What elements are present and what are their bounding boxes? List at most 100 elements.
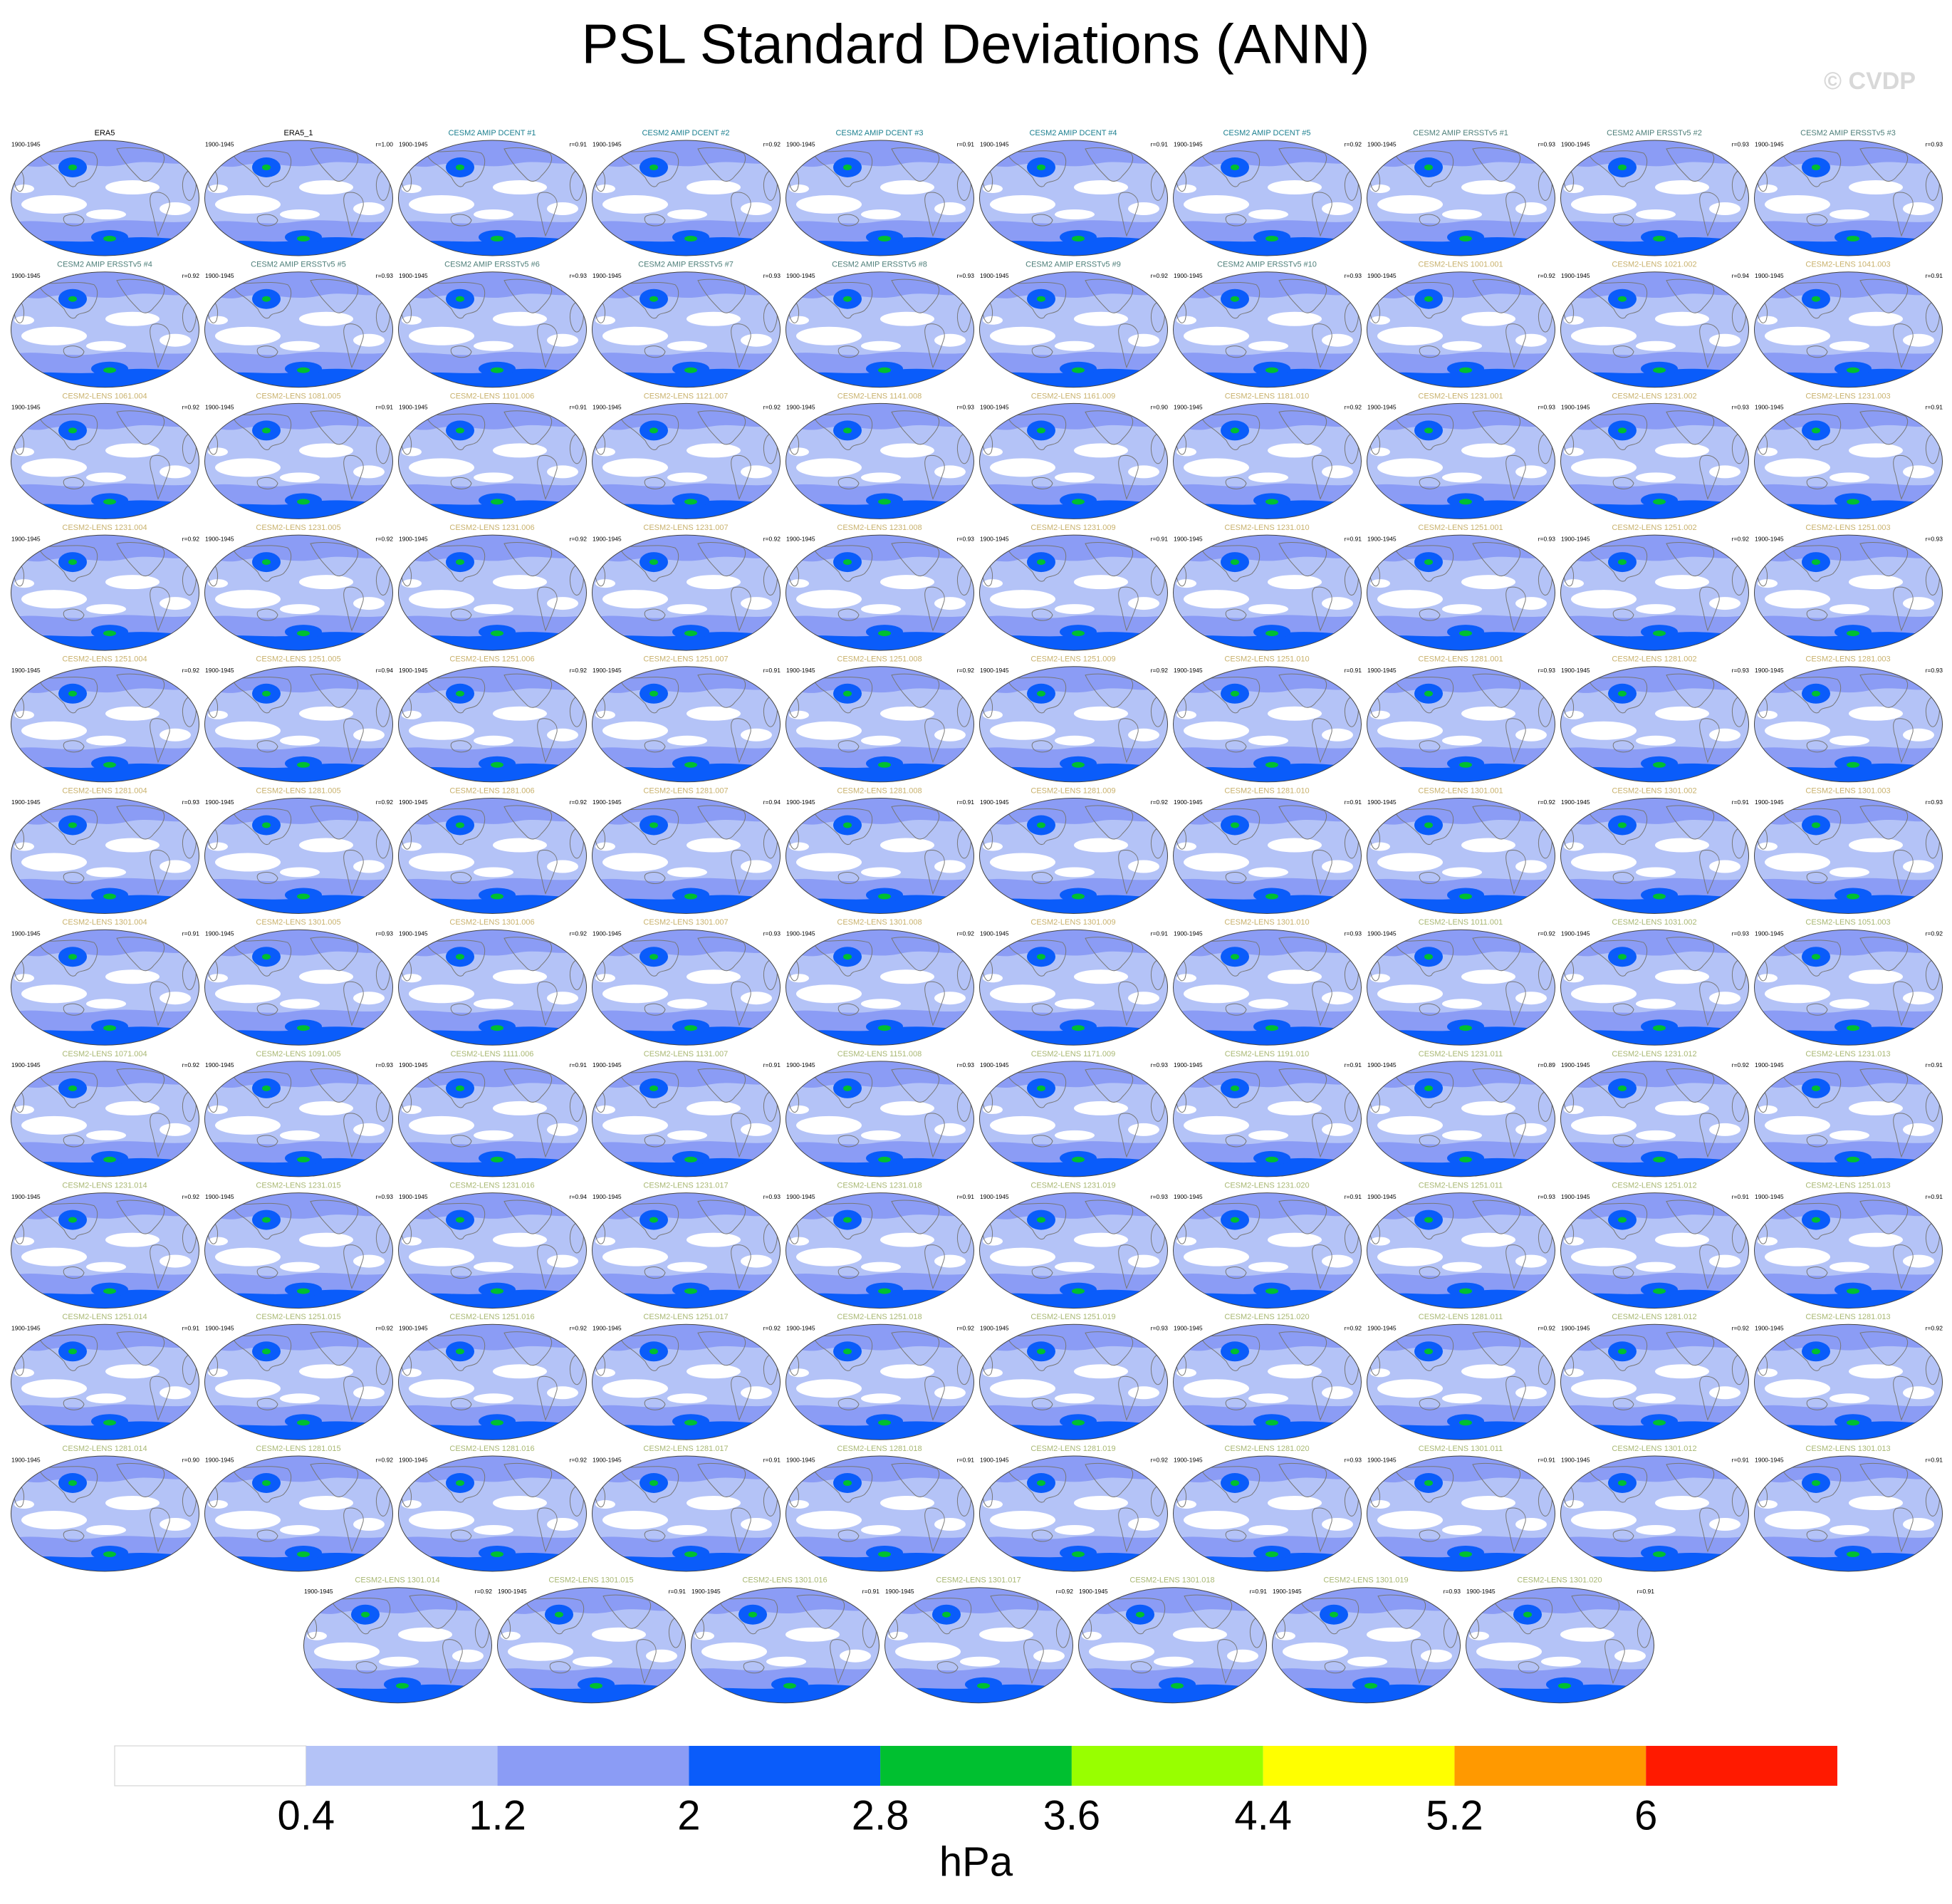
panel-period: 1900-1945 [593, 1193, 622, 1200]
panel-correlation: r=0.92 [1732, 1061, 1750, 1068]
world-map [978, 1455, 1169, 1573]
world-map [397, 928, 588, 1046]
world-map [204, 1192, 394, 1310]
panel-correlation: r=0.93 [1732, 667, 1750, 674]
map-panel: CESM2 AMIP ERSSTv5 #3 1900-1945 r=0.93 [1753, 129, 1943, 257]
map-panel: CESM2-LENS 1251.001 1900-1945 r=0.93 [1366, 524, 1556, 652]
panel-correlation: r=0.91 [1732, 798, 1750, 806]
panel-correlation: r=0.93 [376, 1061, 394, 1068]
panel-correlation: r=0.91 [1151, 140, 1169, 147]
panel-correlation: r=0.92 [1151, 272, 1169, 279]
world-map [204, 1060, 394, 1178]
panel-correlation: r=0.92 [570, 930, 588, 937]
world-map [10, 928, 200, 1046]
panel-title: CESM2-LENS 1301.016 [742, 1576, 827, 1585]
panel-title: CESM2-LENS 1281.019 [1030, 1445, 1115, 1453]
map-panel: CESM2-LENS 1231.005 1900-1945 r=0.92 [204, 524, 394, 652]
panel-title: CESM2-LENS 1151.008 [837, 1050, 922, 1058]
map-panel: CESM2-LENS 1251.018 1900-1945 r=0.92 [785, 1313, 975, 1441]
map-panel: CESM2-LENS 1301.007 1900-1945 r=0.93 [591, 918, 781, 1046]
map-panel: CESM2-LENS 1281.013 1900-1945 r=0.92 [1753, 1313, 1943, 1441]
panel-title: CESM2-LENS 1281.018 [837, 1445, 922, 1453]
world-map [204, 271, 394, 389]
world-map [785, 797, 975, 915]
panel-title: CESM2-LENS 1301.006 [449, 918, 534, 927]
panel-correlation: r=0.93 [763, 1193, 781, 1200]
map-panel: CESM2-LENS 1281.006 1900-1945 r=0.92 [397, 786, 588, 915]
map-panel: CESM2-LENS 1251.013 1900-1945 r=0.91 [1753, 1182, 1943, 1310]
map-panel: CESM2-LENS 1251.005 1900-1945 r=0.94 [204, 655, 394, 784]
panel-title: CESM2-LENS 1231.003 [1805, 392, 1890, 400]
panel-title: CESM2-LENS 1231.004 [62, 524, 147, 532]
panel-period: 1900-1945 [786, 1061, 815, 1068]
panel-period: 1900-1945 [980, 140, 1009, 147]
colorbar-box [306, 1746, 498, 1786]
world-map [10, 1060, 200, 1178]
panel-title: CESM2-LENS 1071.004 [62, 1050, 147, 1058]
panel-correlation: r=0.93 [1151, 1061, 1169, 1068]
panel-period: 1900-1945 [1174, 1061, 1203, 1068]
panel-period: 1900-1945 [786, 667, 815, 674]
panel-correlation: r=0.92 [763, 1325, 781, 1332]
panel-correlation: r=0.91 [570, 140, 588, 147]
panel-period: 1900-1945 [399, 272, 428, 279]
map-panel: CESM2-LENS 1281.005 1900-1945 r=0.92 [204, 786, 394, 915]
panel-period: 1900-1945 [786, 930, 815, 937]
panel-title: CESM2-LENS 1251.006 [449, 655, 534, 664]
world-map [1366, 665, 1556, 784]
world-map [1366, 534, 1556, 652]
panel-period: 1900-1945 [786, 1325, 815, 1332]
map-panel: CESM2 AMIP DCENT #5 1900-1945 r=0.92 [1172, 129, 1362, 257]
panel-title: CESM2-LENS 1301.001 [1418, 786, 1503, 795]
panel-correlation: r=0.92 [1926, 1325, 1943, 1332]
map-panel: CESM2-LENS 1301.014 1900-1945 r=0.92 [303, 1576, 493, 1705]
panel-title: CESM2-LENS 1181.010 [1225, 392, 1309, 400]
world-map [1560, 534, 1750, 652]
panel-period: 1900-1945 [1561, 798, 1590, 806]
map-panel: CESM2-LENS 1251.010 1900-1945 r=0.91 [1172, 655, 1362, 784]
map-panel: CESM2 AMIP DCENT #3 1900-1945 r=0.91 [785, 129, 975, 257]
panel-title: CESM2 AMIP ERSSTv5 #10 [1217, 261, 1317, 269]
panel-correlation: r=0.91 [1926, 272, 1943, 279]
map-panel: CESM2-LENS 1281.004 1900-1945 r=0.93 [10, 786, 200, 915]
panel-period: 1900-1945 [1174, 535, 1203, 542]
map-panel: CESM2-LENS 1191.010 1900-1945 r=0.91 [1172, 1050, 1362, 1178]
panel-correlation: r=0.92 [570, 535, 588, 542]
world-map [1366, 402, 1556, 520]
panel-correlation: r=0.93 [1444, 1588, 1461, 1595]
panel-correlation: r=0.93 [957, 1061, 975, 1068]
map-panel: CESM2-LENS 1281.011 1900-1945 r=0.92 [1366, 1313, 1556, 1441]
world-map [1560, 1323, 1750, 1441]
panel-title: CESM2-LENS 1301.013 [1805, 1445, 1890, 1453]
panel-period: 1900-1945 [1367, 1193, 1397, 1200]
panel-correlation: r=0.91 [1250, 1588, 1268, 1595]
map-panel: CESM2-LENS 1031.002 1900-1945 r=0.93 [1560, 918, 1750, 1046]
panel-period: 1900-1945 [1561, 272, 1590, 279]
panel-period: 1900-1945 [593, 535, 622, 542]
world-map [978, 1192, 1169, 1310]
map-panel: CESM2-LENS 1131.007 1900-1945 r=0.91 [591, 1050, 781, 1178]
world-map [1560, 797, 1750, 915]
panel-title: CESM2-LENS 1101.006 [450, 392, 534, 400]
panel-period: 1900-1945 [399, 404, 428, 411]
panel-title: CESM2-LENS 1141.008 [837, 392, 922, 400]
panel-title: CESM2-LENS 1231.010 [1224, 524, 1309, 532]
panel-period: 1900-1945 [786, 1456, 815, 1463]
world-map [591, 271, 781, 389]
panel-period: 1900-1945 [1561, 535, 1590, 542]
panel-period: 1900-1945 [399, 1456, 428, 1463]
map-panel: CESM2 AMIP ERSSTv5 #10 1900-1945 r=0.93 [1172, 261, 1362, 389]
panel-title: CESM2-LENS 1281.005 [256, 786, 340, 795]
map-panel: CESM2-LENS 1301.015 1900-1945 r=0.91 [496, 1576, 687, 1705]
panel-period: 1900-1945 [11, 1456, 41, 1463]
panel-correlation: r=0.92 [376, 535, 394, 542]
panel-correlation: r=0.91 [1732, 1193, 1750, 1200]
world-map [1172, 665, 1362, 784]
panel-title: CESM2-LENS 1301.003 [1805, 786, 1890, 795]
world-map [204, 534, 394, 652]
world-map [1172, 1192, 1362, 1310]
panel-correlation: r=0.91 [763, 1061, 781, 1068]
panel-correlation: r=0.94 [1732, 272, 1750, 279]
panel-title: CESM2-LENS 1231.005 [256, 524, 340, 532]
panel-correlation: r=0.92 [182, 404, 200, 411]
